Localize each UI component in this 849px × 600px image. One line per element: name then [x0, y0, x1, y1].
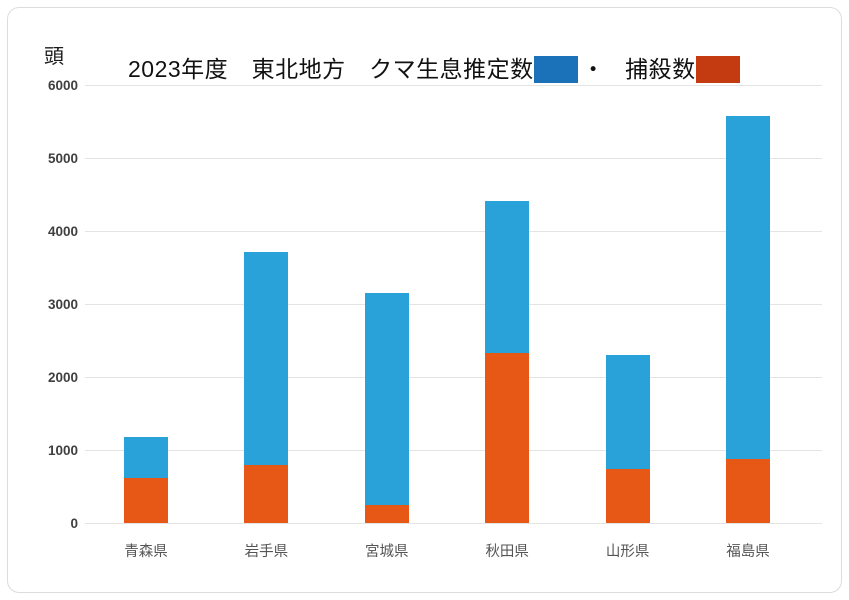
y-tick-label-0: 0	[70, 516, 78, 531]
legend-swatch-capture-icon	[695, 56, 740, 83]
bar-estimate-山形県	[605, 355, 650, 523]
gridline-3000	[85, 304, 822, 305]
gridline-2000	[85, 377, 822, 378]
chart-title-separator: ・	[581, 56, 606, 82]
chart-title: 2023年度 東北地方 クマ生息推定数 ・捕殺数	[128, 50, 740, 84]
y-axis-unit-label: 頭	[44, 46, 64, 68]
gridline-6000	[85, 85, 822, 86]
chart-title-text-capture: 捕殺数	[625, 56, 696, 82]
y-tick-label-1000: 1000	[47, 443, 78, 458]
gridline-4000	[85, 231, 822, 232]
bar-estimate-青森県	[124, 436, 168, 523]
bar-estimate-宮城県	[364, 293, 409, 523]
y-tick-label-6000: 6000	[47, 78, 78, 93]
x-axis-label-青森県: 青森県	[124, 544, 168, 560]
bar-estimate-福島県	[726, 115, 770, 523]
x-axis-label-福島県: 福島県	[726, 544, 770, 560]
bar-capture-岩手県	[244, 464, 289, 523]
y-tick-label-2000: 2000	[47, 370, 78, 385]
x-axis-label-岩手県: 岩手県	[244, 544, 289, 560]
bar-estimate-岩手県	[244, 252, 289, 523]
legend-swatch-estimate-icon	[533, 56, 578, 83]
bar-capture-青森県	[124, 477, 168, 523]
x-axis-label-山形県: 山形県	[605, 544, 650, 560]
bar-capture-秋田県	[485, 352, 530, 523]
x-axis-label-宮城県: 宮城県	[365, 544, 409, 560]
y-tick-label-5000: 5000	[47, 151, 78, 166]
y-tick-label-4000: 4000	[47, 224, 78, 239]
bar-capture-宮城県	[364, 505, 409, 523]
x-axis-label-秋田県: 秋田県	[485, 544, 529, 560]
gridline-5000	[85, 158, 822, 159]
bar-estimate-秋田県	[485, 201, 530, 523]
chart-title-text-estimate: 2023年度 東北地方 クマ生息推定数	[128, 56, 534, 82]
bar-capture-福島県	[726, 459, 770, 523]
gridline-0	[85, 523, 822, 524]
gridline-1000	[85, 450, 822, 451]
y-tick-label-3000: 3000	[47, 297, 78, 312]
bar-capture-山形県	[605, 468, 650, 523]
